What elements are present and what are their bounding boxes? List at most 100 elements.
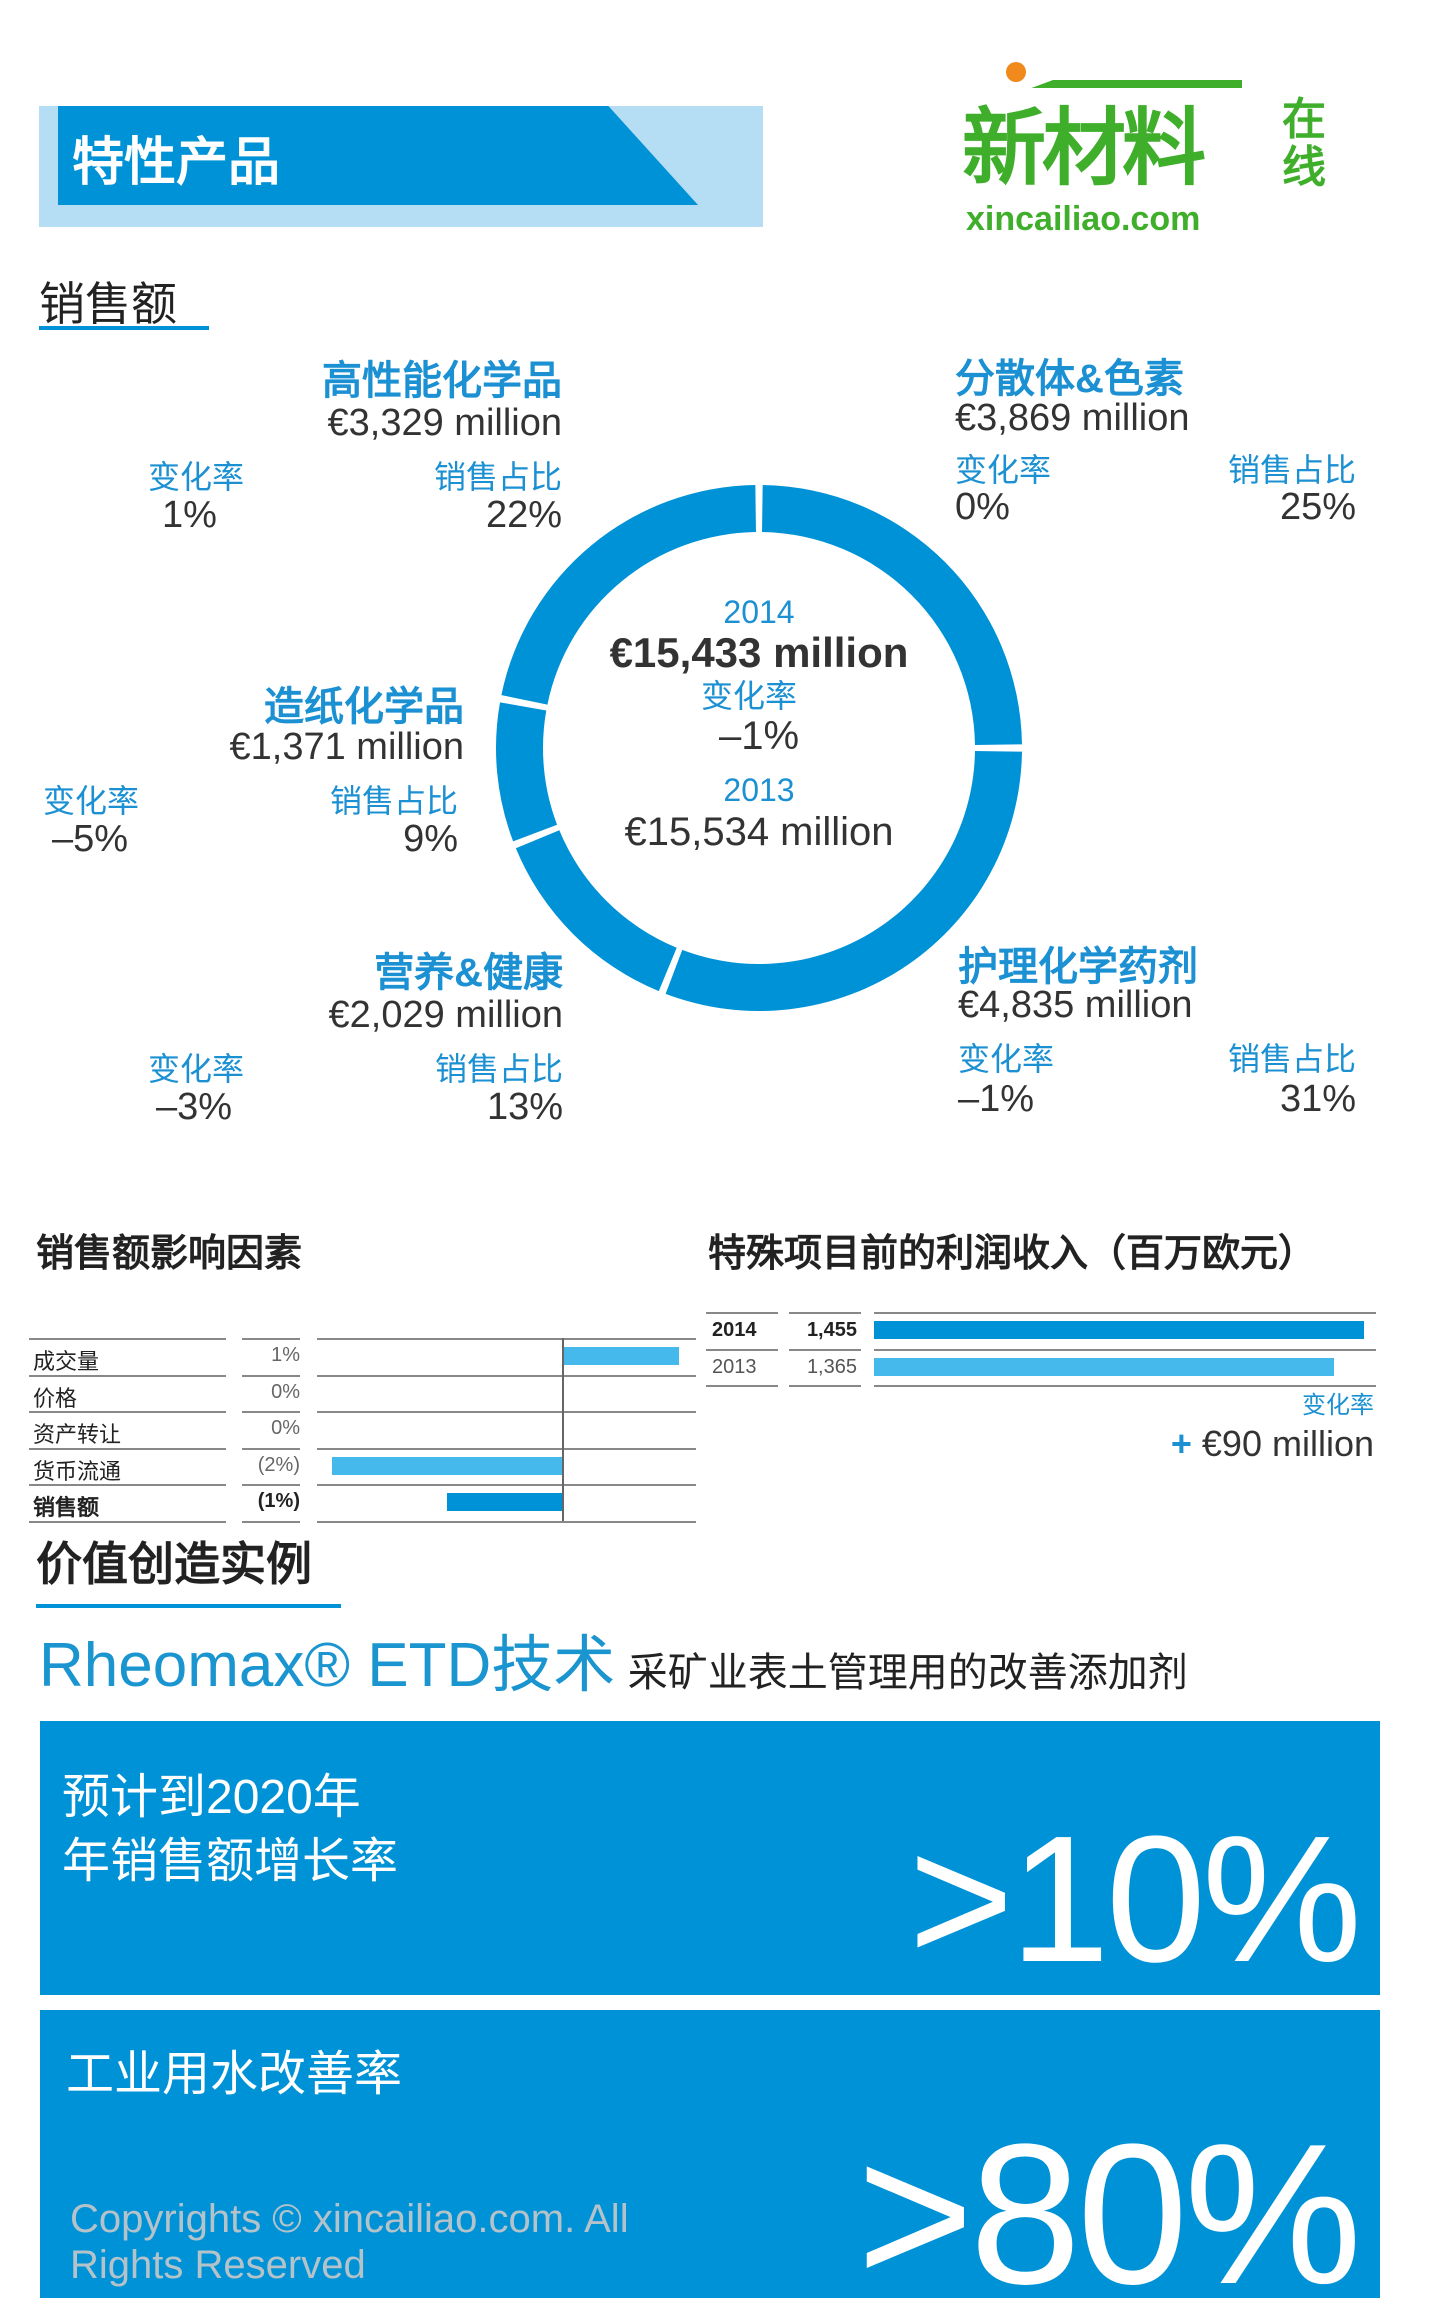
center-value-2014: €15,433 million: [609, 629, 909, 676]
divider: [706, 1312, 778, 1314]
divider: [706, 1385, 778, 1387]
segment-share: 9%: [403, 818, 458, 860]
segment-name: 护理化学药剂: [958, 945, 1198, 989]
income-value: 1,365: [806, 1355, 857, 1378]
income-bar: [874, 1321, 1364, 1339]
income-year: 2014: [712, 1319, 757, 1341]
segment-change: –5%: [52, 818, 129, 860]
segment-change: 0%: [955, 486, 1010, 528]
divider: [789, 1385, 861, 1387]
center-change: –1%: [718, 714, 800, 758]
segment-name: 营养&健康: [374, 951, 563, 995]
divider: [242, 1374, 300, 1377]
factor-label: 价格: [33, 1385, 78, 1411]
box-big-value: >10%: [908, 1799, 1362, 1995]
segment-share: 22%: [485, 494, 562, 536]
divider: [706, 1348, 778, 1351]
factor-label: 货币流通: [33, 1458, 122, 1484]
donut-segment-3: [496, 702, 558, 842]
divider: [317, 1374, 696, 1377]
segment-change: –1%: [958, 1078, 1035, 1120]
segment-name: 高性能化学品: [322, 359, 562, 403]
sales-heading: 销售额: [39, 278, 177, 330]
factor-label: 销售额: [33, 1495, 100, 1520]
divider: [29, 1411, 226, 1413]
divider: [29, 1338, 226, 1340]
factor-bar: [564, 1347, 679, 1365]
logo-dot-icon: [1006, 62, 1026, 82]
factor-value: 0%: [271, 1417, 300, 1439]
value-heading: 价值创造实例: [36, 1538, 312, 1590]
segment-change-label: 变化率: [148, 1051, 245, 1087]
segment-change: 1%: [162, 494, 217, 536]
divider: [29, 1484, 226, 1486]
logo-name: 新材料: [962, 101, 1206, 195]
product-subtitle: 采矿业表土管理用的改善添加剂: [627, 1651, 1188, 1695]
income-bar: [874, 1357, 1334, 1376]
header-banner-dark: [58, 106, 698, 205]
product-line: Rheomax® ETD技术 采矿业表土管理用的改善添加剂: [39, 1614, 1188, 1704]
divider: [789, 1348, 861, 1351]
logo-roof-icon: [972, 80, 1242, 110]
box-big-value: >80%: [856, 2103, 1362, 2298]
donut-segment-4: [501, 485, 756, 705]
segment-change-label: 变化率: [958, 1041, 1055, 1077]
income-change-value: €90 million: [1201, 1423, 1374, 1464]
divider: [242, 1338, 300, 1340]
segment-amount: €2,029 million: [328, 994, 563, 1036]
page-title: 特性产品: [72, 134, 281, 192]
segment-share-label: 销售占比: [434, 1051, 563, 1087]
divider: [874, 1348, 1376, 1351]
segment-change-label: 变化率: [43, 783, 140, 819]
factor-bar: [332, 1456, 562, 1475]
divider: [242, 1484, 300, 1486]
factor-bar: [447, 1493, 562, 1511]
divider: [242, 1447, 300, 1450]
divider: [317, 1411, 696, 1413]
factors-heading: 销售额影响因素: [36, 1233, 303, 1275]
segment-change-label: 变化率: [148, 459, 245, 495]
divider: [317, 1447, 696, 1450]
factor-label: 资产转让: [33, 1422, 122, 1447]
factor-value: 0%: [271, 1380, 300, 1403]
center-value-2013: €15,534 million: [624, 810, 894, 854]
segment-name: 分散体&色素: [955, 357, 1184, 401]
donut-segment-1: [665, 751, 1022, 1011]
value-box-sales-growth: 预计到2020年 年销售额增长率 >10%: [40, 1721, 1380, 1995]
factor-label: 成交量: [33, 1349, 100, 1374]
divider: [242, 1520, 300, 1523]
logo-url: xincailiao.com: [966, 200, 1201, 238]
logo-side: 在线: [1282, 95, 1326, 192]
segment-share-label: 销售占比: [329, 783, 458, 819]
divider: [874, 1385, 1376, 1387]
income-year: 2013: [712, 1355, 757, 1378]
segment-share: 31%: [1279, 1078, 1356, 1120]
segment-share-label: 销售占比: [433, 459, 562, 495]
box-line1: 工业用水改善率: [66, 2048, 403, 2101]
income-value: 1,455: [806, 1319, 857, 1341]
copyright: Copyrights © xincailiao.com. All Rights …: [70, 2197, 629, 2287]
segment-change-label: 变化率: [955, 452, 1052, 488]
segment-share-label: 销售占比: [1227, 452, 1356, 488]
divider: [317, 1338, 696, 1340]
segment-amount: €4,835 million: [958, 984, 1193, 1026]
segment-amount: €1,371 million: [229, 726, 464, 768]
divider: [789, 1312, 861, 1314]
sales-donut-chart: [496, 485, 1022, 1011]
factor-value: 1%: [271, 1344, 300, 1366]
segment-change: –3%: [156, 1086, 233, 1128]
segment-share: 13%: [486, 1086, 563, 1128]
box-line1: 预计到2020年: [62, 1771, 361, 1824]
divider: [29, 1520, 226, 1523]
product-name: Rheomax® ETD技术: [39, 1631, 616, 1700]
donut-segment-2: [515, 830, 677, 992]
income-heading: 特殊项目前的利润收入（百万欧元）: [708, 1233, 1317, 1275]
segment-amount: €3,869 million: [955, 397, 1190, 439]
segment-share-label: 销售占比: [1227, 1041, 1356, 1077]
center-year-2013: 2013: [723, 772, 795, 808]
income-change: + €90 million: [1171, 1424, 1374, 1464]
divider: [874, 1312, 1376, 1314]
factor-value: (2%): [257, 1453, 300, 1476]
box-line2: 年销售额增长率: [62, 1835, 399, 1888]
center-year-2014: 2014: [723, 594, 795, 630]
